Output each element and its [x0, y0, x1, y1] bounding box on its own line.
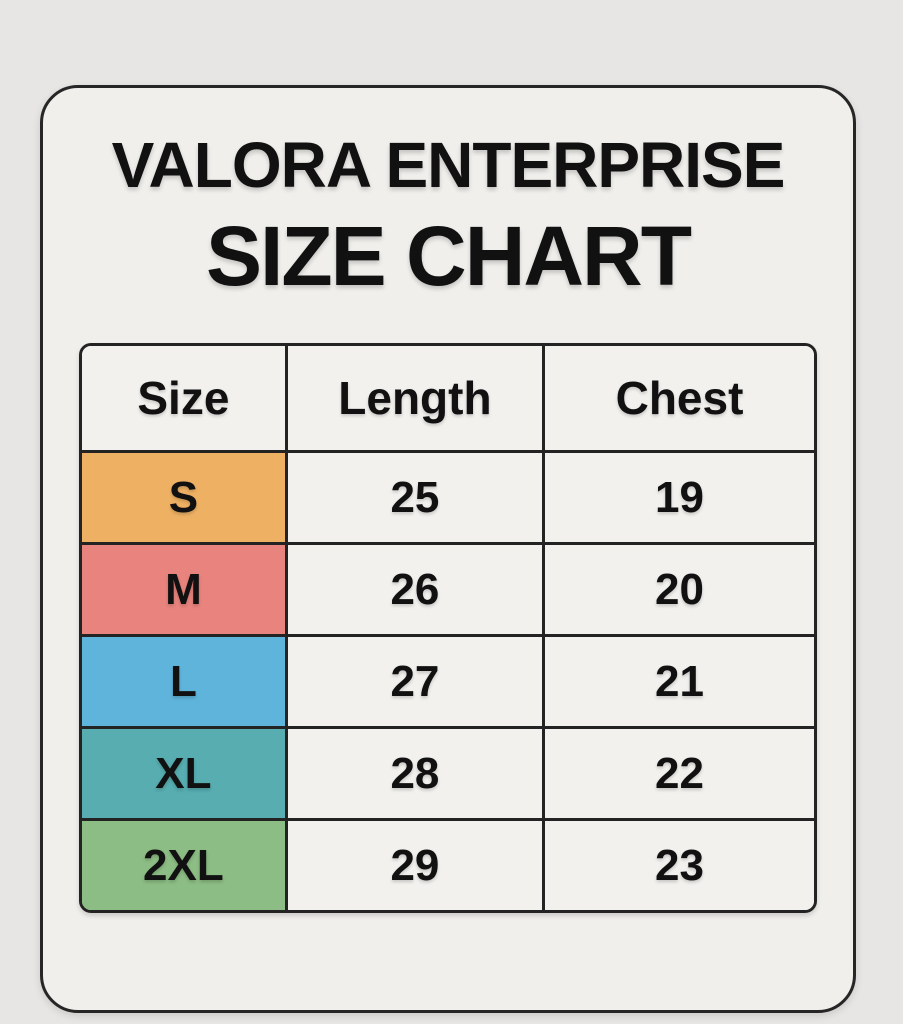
column-header-size: Size [82, 346, 288, 453]
chart-title: SIZE CHART [206, 209, 692, 303]
length-cell: 29 [284, 818, 546, 910]
size-cell: 2XL [82, 818, 288, 910]
table-row: M 26 20 [82, 542, 814, 637]
length-cell: 26 [284, 542, 546, 637]
size-cell: L [82, 634, 288, 729]
chest-cell: 22 [542, 726, 814, 821]
header-row: Size Length Chest [82, 346, 814, 453]
chest-cell: 23 [542, 818, 814, 910]
size-cell: S [82, 450, 288, 545]
size-table: Size Length Chest S 25 19 M 26 20 [82, 346, 814, 910]
size-cell: XL [82, 726, 288, 821]
brand-title: VALORA ENTERPRISE [111, 129, 786, 201]
size-table-frame: Size Length Chest S 25 19 M 26 20 [79, 343, 817, 913]
length-cell: 25 [284, 450, 546, 545]
column-header-chest: Chest [542, 346, 814, 453]
size-chart-card: VALORA ENTERPRISE SIZE CHART Size Length… [40, 85, 856, 1013]
table-row: L 27 21 [82, 634, 814, 729]
table-row: S 25 19 [82, 450, 814, 545]
length-cell: 28 [284, 726, 546, 821]
column-header-length: Length [284, 346, 546, 453]
chest-cell: 19 [542, 450, 814, 545]
table-row: XL 28 22 [82, 726, 814, 821]
chest-cell: 20 [542, 542, 814, 637]
chest-cell: 21 [542, 634, 814, 729]
length-cell: 27 [284, 634, 546, 729]
table-row: 2XL 29 23 [82, 818, 814, 910]
size-cell: M [82, 542, 288, 637]
